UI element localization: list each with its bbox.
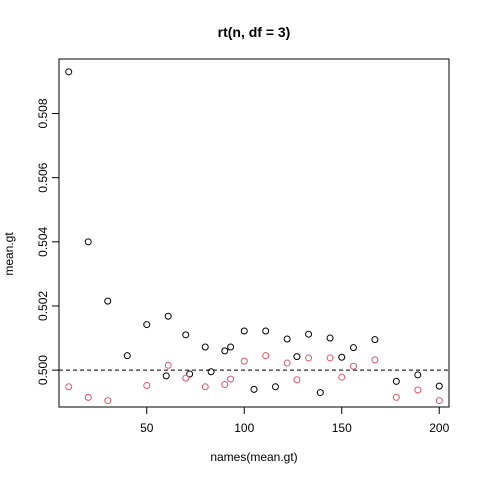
data-point-series-2 <box>293 376 301 384</box>
data-point-series-1 <box>84 238 92 246</box>
data-point-series-2 <box>371 356 379 364</box>
data-point-series-1 <box>293 353 301 361</box>
data-point-series-1 <box>305 330 313 338</box>
data-point-series-2 <box>305 354 313 362</box>
data-point-series-2 <box>349 362 357 370</box>
data-point-series-1 <box>221 347 229 355</box>
y-tick-label: 0.506 <box>36 162 50 192</box>
data-point-series-2 <box>164 361 172 369</box>
data-point-series-1 <box>435 382 443 390</box>
data-point-series-2 <box>283 359 291 367</box>
data-point-series-1 <box>338 353 346 361</box>
y-tick-label: 0.502 <box>36 291 50 321</box>
x-axis: 50 100 150 200 <box>140 407 450 435</box>
plot-area <box>59 68 449 405</box>
data-point-series-1 <box>283 335 291 343</box>
data-point-series-2 <box>392 393 400 401</box>
data-point-series-1 <box>162 372 170 380</box>
data-point-series-1 <box>143 321 151 329</box>
x-tick-label: 50 <box>140 421 154 435</box>
x-tick-label: 200 <box>429 421 449 435</box>
data-point-series-1 <box>182 331 190 339</box>
x-tick-label: 100 <box>234 421 254 435</box>
y-tick-label: 0.504 <box>36 226 50 256</box>
data-point-series-1 <box>371 336 379 344</box>
y-tick-label: 0.508 <box>36 98 50 128</box>
chart-title: rt(n, df = 3) <box>218 24 291 40</box>
data-point-series-1 <box>414 371 422 379</box>
data-point-series-2 <box>221 381 229 389</box>
data-point-series-2 <box>240 357 248 365</box>
data-point-series-1 <box>240 327 248 335</box>
x-axis-label: names(mean.gt) <box>210 450 297 464</box>
data-point-series-1 <box>123 352 131 360</box>
data-point-series-1 <box>65 68 73 76</box>
data-point-series-2 <box>338 373 346 381</box>
data-point-series-1 <box>186 370 194 378</box>
data-point-series-1 <box>262 327 270 335</box>
data-point-series-2 <box>104 397 112 405</box>
data-point-series-1 <box>250 385 258 393</box>
data-point-series-1 <box>227 343 235 351</box>
data-point-series-1 <box>392 377 400 385</box>
y-axis-label: mean.gt <box>2 232 16 276</box>
data-point-series-2 <box>143 382 151 390</box>
data-point-series-2 <box>84 393 92 401</box>
data-point-series-2 <box>182 374 190 382</box>
y-tick-label: 0.500 <box>36 355 50 385</box>
data-point-series-1 <box>164 312 172 320</box>
data-point-series-2 <box>65 383 73 391</box>
x-tick-label: 150 <box>332 421 352 435</box>
data-point-series-1 <box>326 334 334 342</box>
data-point-series-1 <box>201 343 209 351</box>
data-point-series-1 <box>316 389 324 397</box>
y-axis: 0.500 0.502 0.504 0.506 0.508 <box>36 98 59 385</box>
data-point-series-2 <box>227 375 235 383</box>
data-point-series-2 <box>201 383 209 391</box>
data-point-series-1 <box>207 368 215 376</box>
data-point-series-1 <box>349 344 357 352</box>
data-point-series-1 <box>271 383 279 391</box>
data-point-series-2 <box>414 386 422 394</box>
data-point-series-2 <box>262 352 270 360</box>
data-point-series-1 <box>104 297 112 305</box>
plot-frame <box>58 58 450 408</box>
data-point-series-2 <box>326 354 334 362</box>
data-point-series-2 <box>435 397 443 405</box>
